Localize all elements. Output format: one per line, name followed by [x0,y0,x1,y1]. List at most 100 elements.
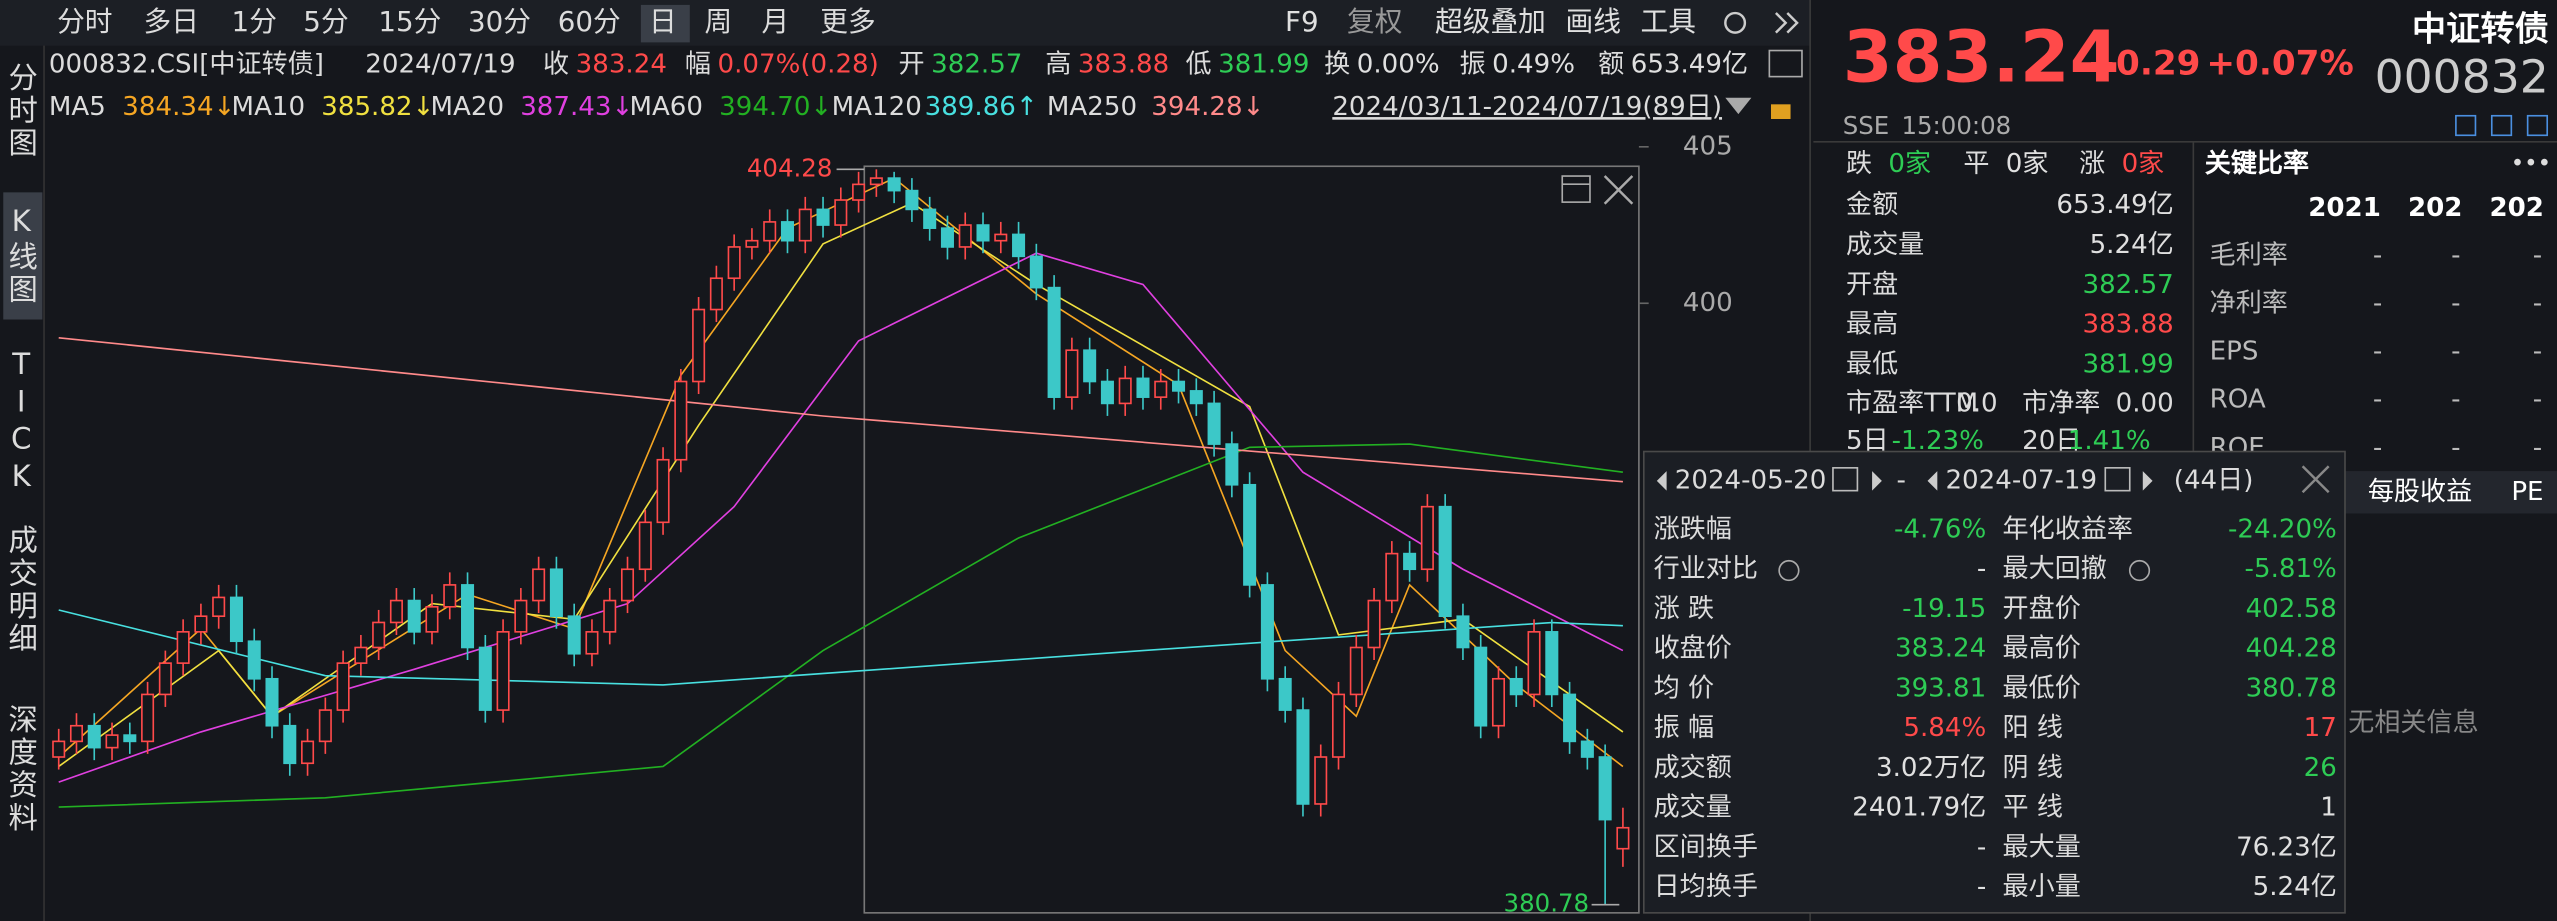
ratio-value: - [2451,385,2460,415]
candle-body [1563,693,1577,743]
calendar-icon[interactable] [2104,467,2131,492]
wp-icon[interactable] [1768,49,1803,78]
tool-button[interactable]: 画线 [1566,5,1621,38]
ma-value: 394.28↓ [1151,92,1264,122]
popup-close[interactable] [2301,465,2330,494]
candle-body [923,208,937,229]
candle-body [336,662,350,711]
tool-button[interactable]: F9 [1285,5,1319,38]
info-icon[interactable] [2128,559,2151,582]
candle-body [212,596,226,618]
tool-button[interactable]: 工具 [1641,5,1696,38]
candle-body [585,631,599,655]
candle-body [976,224,990,242]
stat-label: 行业对比 [1654,554,1758,584]
candle-body [69,724,84,743]
period-tab[interactable]: 分时 [57,5,112,38]
stat-value: 5.84% [1903,713,1986,743]
ratio-value: - [2451,289,2460,319]
period-tab[interactable]: 60分 [558,5,621,38]
low-label: 380.78 [1504,889,1590,918]
date-range[interactable]: 2024/03/11-2024/07/19(89日) [1332,92,1722,122]
stat-label: 成交量 [1846,230,1924,260]
period-tab[interactable]: 月 [762,5,790,38]
field-value: 653.49亿 [1631,50,1748,80]
stat-label: 区间换手 [1654,832,1758,862]
empty-note: 无相关信息 [2348,708,2478,738]
stat-label: 年化收益率 [2003,514,2133,544]
ma-value: 389.86↑ [925,92,1038,122]
range-popup [1642,450,2346,914]
tool-button[interactable]: 超级叠加 [1435,5,1546,38]
period-tab[interactable]: 周 [704,5,732,38]
ma-line [58,443,1624,808]
period-tab[interactable]: 多日 [144,5,199,38]
stat-value: 76.23亿 [2236,832,2337,862]
expand-icon[interactable] [1775,12,1799,34]
start-date[interactable]: 2024-05-20 [1675,465,1827,495]
edit-icon[interactable] [2455,114,2477,137]
candle-body [709,277,723,311]
side-tab[interactable]: K线图 [4,204,38,306]
candle-body [1118,377,1132,405]
stat-label: 最低价 [2003,673,2081,703]
close-icon[interactable] [1603,175,1634,205]
ratio-tab[interactable]: PE [2511,477,2543,507]
end-date[interactable]: 2024-07-19 [1945,465,2097,495]
stat-value: - [1977,832,1986,862]
calendar-icon[interactable] [1832,467,1859,492]
ratio-label: 毛利率 [2210,240,2288,270]
period-tab[interactable]: 更多 [820,5,875,38]
alert-icon[interactable] [2490,114,2513,137]
ratio-value: - [2533,240,2542,270]
period-tab[interactable]: 5分 [303,5,348,38]
side-tab[interactable]: 分时图 [4,62,38,160]
tool-button[interactable]: 复权 [1347,5,1402,38]
candle-body [158,662,172,696]
side-tab[interactable]: 深度资料 [4,704,38,834]
side-tab[interactable]: TICK [4,347,38,496]
last-price: 383.24 [1843,14,2120,98]
period-tab[interactable]: 日 [649,5,677,38]
ratio-value: - [2533,289,2542,319]
period-tab[interactable]: 30分 [468,5,531,38]
stat-label: 最大量 [2003,832,2081,862]
ratio-value: - [2451,433,2460,463]
candle-body [852,183,866,201]
candle-body [1331,693,1346,758]
ratio-tabs-bg [2345,471,2557,514]
candle-body [1474,646,1488,727]
year-header: 2021 [2308,193,2381,223]
candle-body [1598,756,1612,821]
ma-name: MA5 [49,92,106,122]
side-tab[interactable]: 成交明细 [4,525,38,656]
period-tab[interactable]: 1分 [232,5,277,38]
candle-body [1438,505,1452,618]
candle-body [478,646,492,711]
candle-body [1509,677,1523,696]
ratio-value: - [2451,337,2460,367]
candle-body [407,599,421,633]
candle-body [1349,646,1363,696]
candle-body [816,208,830,226]
breadth-value: 0家 [2006,149,2049,179]
stat-value: 393.81 [1895,673,1986,703]
stat-value: 17 [2304,713,2337,743]
stat-label: 阳 线 [2003,713,2063,743]
stat-label: 涨跌幅 [1654,514,1732,544]
period-tab[interactable]: 15分 [378,5,441,38]
info-icon[interactable] [1778,559,1800,582]
ratio-tab[interactable]: 每股收益 [2368,477,2472,507]
share-icon[interactable] [2526,114,2549,137]
candle-body [567,615,581,655]
ma-value: 385.82↓ [321,92,434,122]
lock-icon[interactable] [1770,104,1791,119]
range-dropdown[interactable] [1725,97,1752,115]
change-pct: +0.07% [2206,44,2353,84]
settings-icon[interactable] [1724,11,1747,34]
maximize-icon[interactable] [1561,175,1591,203]
more-icon[interactable]: ••• [2511,151,2551,177]
ma-line [58,336,1623,483]
candle-body [87,724,101,749]
candle-body [869,177,883,186]
